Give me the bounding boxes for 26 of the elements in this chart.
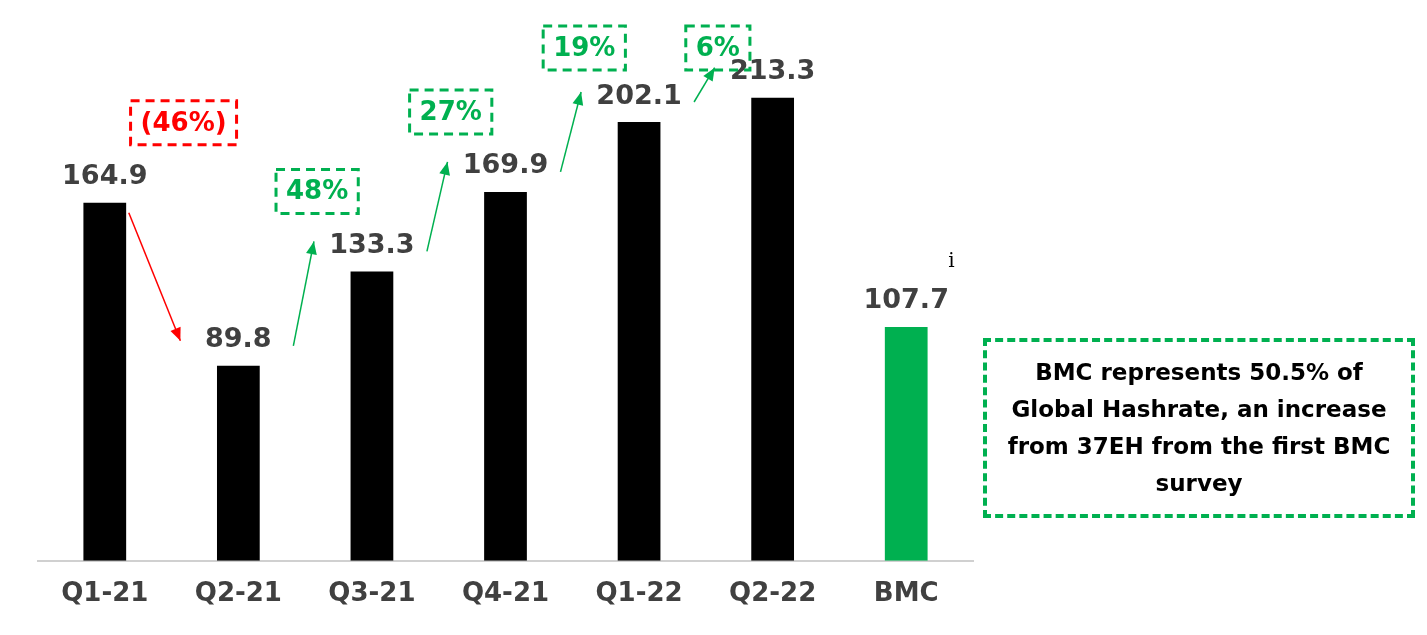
bar: [83, 202, 127, 561]
data-label: 133.3: [329, 227, 415, 259]
bar: [216, 365, 260, 561]
x-tick-label: Q1-22: [595, 577, 683, 608]
x-tick-label: Q1-21: [61, 577, 149, 608]
data-label: 164.9: [62, 159, 148, 191]
x-tick-label: Q3-21: [328, 577, 416, 608]
x-tick-label: Q2-21: [194, 577, 282, 608]
data-label: 89.8: [205, 322, 272, 354]
annotation: 27%: [419, 95, 482, 126]
bar: [484, 191, 527, 561]
bar: [617, 122, 661, 561]
x-tick-label: Q4-21: [461, 577, 550, 608]
text: 19%: [553, 31, 616, 62]
bar: [884, 326, 928, 561]
annotation: (46%): [140, 106, 227, 137]
data-label: 202.1: [596, 78, 682, 110]
annotation: i: [948, 248, 955, 273]
annotation: 48%: [286, 175, 349, 206]
x-tick-label: BMC: [873, 577, 939, 608]
bar: [751, 97, 795, 561]
data-label: 107.7: [863, 283, 949, 315]
data-label: 169.9: [462, 148, 549, 180]
x-tick-label: Q2-22: [729, 577, 817, 608]
bar: [350, 271, 394, 561]
text: BMC represents 50.5% of Global Hashrate, an increase from 37EH from the first BMC survey: [983, 338, 1415, 518]
